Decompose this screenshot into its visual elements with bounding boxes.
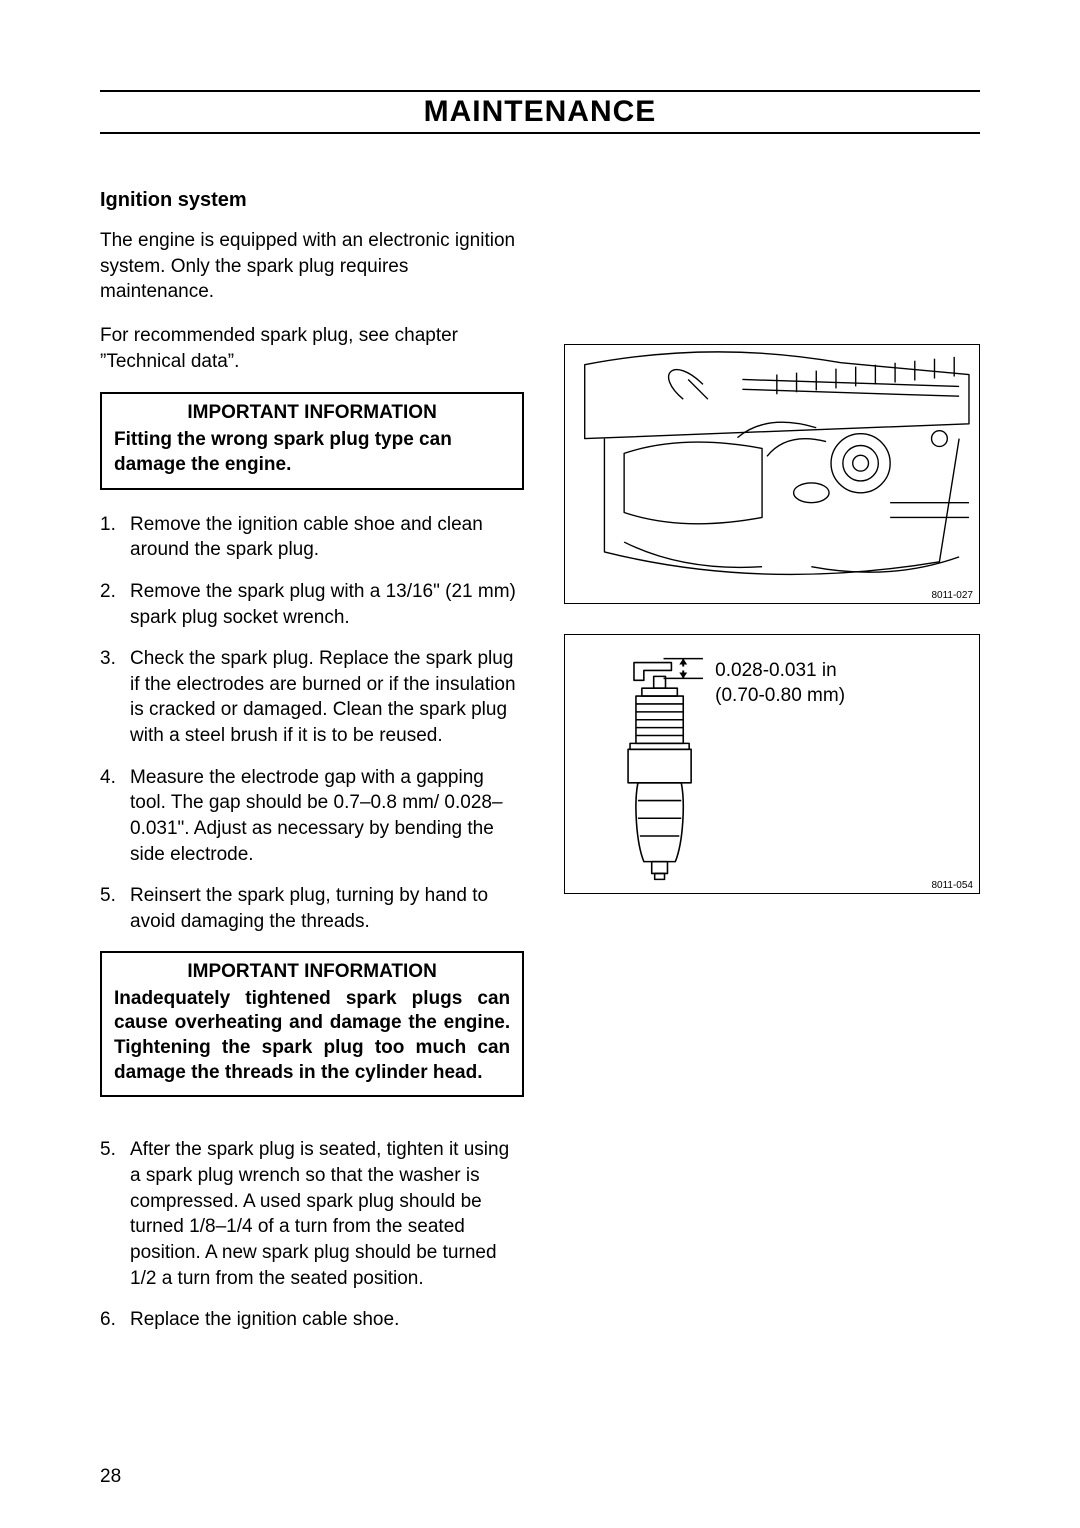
step-number: 6. (100, 1307, 130, 1333)
step-number: 3. (100, 646, 130, 749)
intro-paragraph-2: For recommended spark plug, see chapter … (100, 323, 524, 374)
step-text: Check the spark plug. Replace the spark … (130, 646, 524, 749)
gap-label: 0.028-0.031 in (0.70-0.80 mm) (715, 659, 845, 708)
steps-list-b: 5.After the spark plug is seated, tighte… (100, 1137, 524, 1332)
figure-engine: 8011-027 (564, 344, 980, 604)
gap-inches: 0.028-0.031 in (715, 659, 845, 684)
callout-box-1: IMPORTANT INFORMATION Fitting the wrong … (100, 392, 524, 489)
callout-2-body: Inadequately tightened spark plugs can c… (114, 987, 510, 1086)
callout-1-title: IMPORTANT INFORMATION (114, 402, 510, 424)
section-heading: Ignition system (100, 189, 524, 212)
page-title: MAINTENANCE (100, 95, 980, 129)
right-column: 8011-027 (564, 189, 980, 1349)
top-rule-2 (100, 132, 980, 134)
step-number: 2. (100, 579, 130, 630)
step-item: 3.Check the spark plug. Replace the spar… (100, 646, 524, 749)
step-text: Remove the spark plug with a 13/16" (21 … (130, 579, 524, 630)
figure-sparkplug: 0.028-0.031 in (0.70-0.80 mm) 8011-054 (564, 634, 980, 894)
figure-1-id: 8011-027 (931, 590, 973, 601)
top-rule-1 (100, 90, 980, 92)
callout-1-body: Fitting the wrong spark plug type can da… (114, 428, 510, 477)
gap-mm: (0.70-0.80 mm) (715, 684, 845, 709)
step-item: 2.Remove the spark plug with a 13/16" (2… (100, 579, 524, 630)
two-column-layout: Ignition system The engine is equipped w… (100, 189, 980, 1349)
step-number: 5. (100, 1137, 130, 1291)
step-text: After the spark plug is seated, tighten … (130, 1137, 524, 1291)
step-number: 4. (100, 765, 130, 868)
left-column: Ignition system The engine is equipped w… (100, 189, 524, 1349)
page-number: 28 (100, 1466, 121, 1488)
step-item: 4.Measure the electrode gap with a gappi… (100, 765, 524, 868)
engine-line-art (565, 345, 979, 596)
step-item: 1.Remove the ignition cable shoe and cle… (100, 512, 524, 563)
step-item: 6.Replace the ignition cable shoe. (100, 1307, 524, 1333)
figure-2-id: 8011-054 (931, 880, 973, 891)
step-item: 5.After the spark plug is seated, tighte… (100, 1137, 524, 1291)
step-number: 5. (100, 883, 130, 934)
step-text: Reinsert the spark plug, turning by hand… (130, 883, 524, 934)
step-text: Replace the ignition cable shoe. (130, 1307, 524, 1333)
intro-paragraph-1: The engine is equipped with an electroni… (100, 228, 524, 305)
step-text: Remove the ignition cable shoe and clean… (130, 512, 524, 563)
step-item: 5.Reinsert the spark plug, turning by ha… (100, 883, 524, 934)
callout-box-2: IMPORTANT INFORMATION Inadequately tight… (100, 951, 524, 1098)
steps-list-a: 1.Remove the ignition cable shoe and cle… (100, 512, 524, 935)
step-text: Measure the electrode gap with a gapping… (130, 765, 524, 868)
step-number: 1. (100, 512, 130, 563)
callout-2-title: IMPORTANT INFORMATION (114, 961, 510, 983)
